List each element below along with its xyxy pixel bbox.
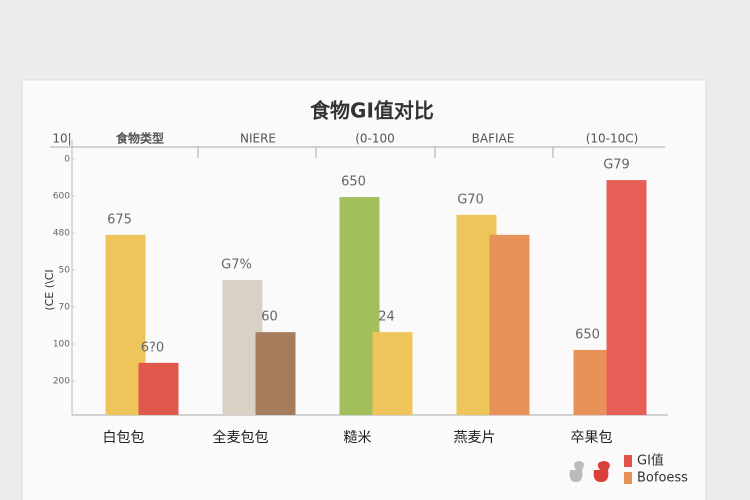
x-tick-label: 燕麦片	[454, 430, 496, 446]
chart-title: 食物GI值对比	[310, 99, 434, 123]
bar-annotation: 650	[341, 175, 366, 190]
header-cell: 10|	[52, 132, 71, 146]
header-cell: (10-10C)	[586, 132, 639, 146]
bar	[372, 332, 413, 415]
header-cell: (0-100	[355, 132, 395, 146]
bar-annotation: 24	[378, 310, 395, 325]
y-tick-label: 50	[59, 266, 71, 276]
legend-swatch	[624, 455, 632, 467]
legend-label: GI值	[637, 453, 664, 469]
x-tick-label: 全麦包包	[213, 429, 269, 446]
x-tick-label: 糙米	[344, 430, 372, 446]
x-tick-label: 卒果包	[571, 430, 613, 446]
bar	[138, 362, 179, 415]
y-tick-label: 0	[64, 155, 70, 165]
bar	[606, 180, 647, 415]
bar	[489, 234, 530, 415]
bar-annotation: 6?0	[141, 340, 164, 355]
y-tick-label: 200	[53, 377, 70, 387]
legend-label: Bofoess	[637, 471, 688, 486]
bar-annotation: 675	[107, 212, 132, 227]
y-tick-label: 70	[59, 303, 71, 313]
apple-icon	[593, 461, 610, 482]
bar-annotation: 650	[575, 327, 600, 342]
header-cell: BAFIAE	[472, 132, 515, 146]
y-tick-label: 100	[53, 340, 70, 350]
legend-swatch	[624, 472, 632, 484]
bar-annotation: 60	[261, 310, 278, 325]
apple-icon	[569, 461, 584, 482]
bar-annotation: G79	[603, 158, 630, 173]
header-cell: NIERE	[240, 132, 276, 146]
bar-annotation: G7%	[221, 257, 252, 272]
bar	[255, 332, 296, 415]
y-tick-label: 480	[53, 229, 70, 239]
y-axis-title: (CE (\CI	[43, 269, 56, 310]
header-cell: 食物类型	[115, 131, 164, 146]
y-tick-label: 600	[53, 192, 70, 202]
bar-annotation: G70	[457, 192, 484, 207]
x-tick-label: 白包包	[103, 430, 145, 446]
